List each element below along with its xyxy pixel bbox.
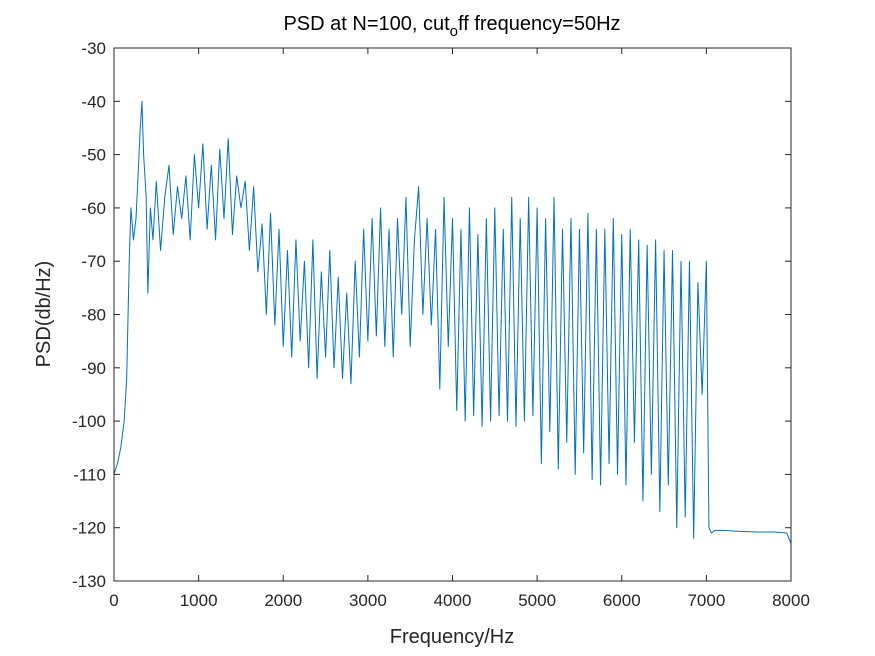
chart-title: PSD at N=100, cutoff frequency=50Hz <box>283 13 620 40</box>
x-tick-label: 6000 <box>603 591 641 610</box>
y-axis-label: PSD(db/Hz) <box>33 261 55 368</box>
y-tick-label: -120 <box>72 519 106 538</box>
y-tick-label: -60 <box>81 199 106 218</box>
y-tick-label: -110 <box>73 465 106 484</box>
axes-box <box>113 47 792 582</box>
x-tick-label: 4000 <box>434 591 472 610</box>
y-tick-label: -30 <box>81 39 106 58</box>
x-tick-label: 8000 <box>772 591 810 610</box>
y-tick-label: -100 <box>72 412 106 431</box>
x-tick-label: 0 <box>109 591 118 610</box>
series-layer <box>113 100 792 544</box>
y-tick-label: -90 <box>81 359 106 378</box>
y-tick-label: -50 <box>81 146 106 165</box>
x-tick-label: 7000 <box>687 591 725 610</box>
x-tick-label: 2000 <box>264 591 302 610</box>
x-tick-label: 3000 <box>349 591 387 610</box>
y-tick-label: -70 <box>81 252 106 271</box>
y-tick-label: -80 <box>81 306 106 325</box>
y-tick-label: -40 <box>81 92 106 111</box>
axis-ticks: 0 1000 2000 3000 4000 5000 6000 7000 8000 -30 -40 -… <box>72 39 810 610</box>
plot-area <box>114 48 791 581</box>
x-tick-label: 1000 <box>180 591 218 610</box>
y-tick-label: -130 <box>72 572 106 591</box>
psd-series-line <box>113 100 792 544</box>
x-tick-label: 5000 <box>518 591 556 610</box>
x-axis-label: Frequency/Hz <box>390 626 515 648</box>
